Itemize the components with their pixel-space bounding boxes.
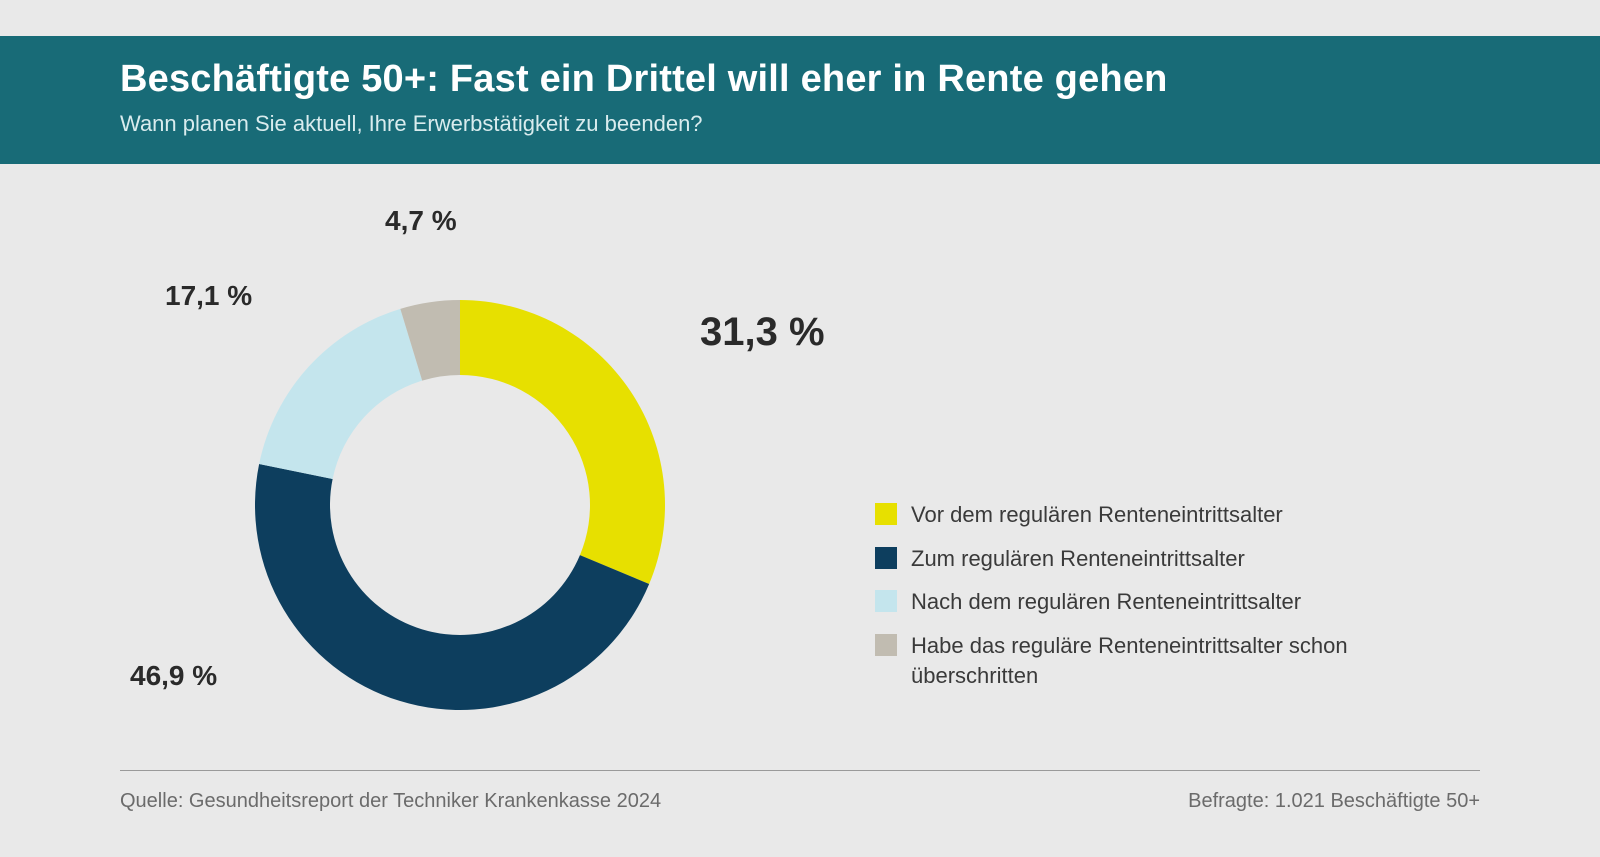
legend-swatch-ueber [875,634,897,656]
legend-item-vor: Vor dem regulären Renteneintrittsalter [875,500,1515,530]
donut-slice-nach [259,309,422,479]
legend-swatch-nach [875,590,897,612]
header-bar: Beschäftigte 50+: Fast ein Drittel will … [0,36,1600,164]
legend-item-nach: Nach dem regulären Renteneintrittsalter [875,587,1515,617]
footer-sample: Befragte: 1.021 Beschäftigte 50+ [1188,790,1480,813]
pct-label-zum: 46,9 % [130,660,217,692]
pct-label-nach: 17,1 % [165,280,252,312]
legend-swatch-zum [875,547,897,569]
legend-label-ueber: Habe das reguläre Renteneintrittsalter s… [911,631,1471,690]
footer-source: Quelle: Gesundheitsreport der Techniker … [120,790,661,813]
legend-label-nach: Nach dem regulären Renteneintrittsalter [911,587,1301,617]
donut-slice-vor [460,300,665,584]
footer-rule [120,770,1480,771]
pct-label-ueber: 4,7 % [385,205,457,237]
pct-label-vor: 31,3 % [700,310,825,355]
legend-label-vor: Vor dem regulären Renteneintrittsalter [911,500,1283,530]
legend-item-zum: Zum regulären Renteneintrittsalter [875,544,1515,574]
legend-swatch-vor [875,503,897,525]
legend-item-ueber: Habe das reguläre Renteneintrittsalter s… [875,631,1515,690]
page-title: Beschäftigte 50+: Fast ein Drittel will … [120,58,1480,101]
page-subtitle: Wann planen Sie aktuell, Ihre Erwerbstät… [120,111,1480,137]
donut-chart: 31,3 %46,9 %17,1 %4,7 % [140,200,780,760]
legend: Vor dem regulären Renteneintrittsalter Zu… [875,500,1515,704]
legend-label-zum: Zum regulären Renteneintrittsalter [911,544,1245,574]
